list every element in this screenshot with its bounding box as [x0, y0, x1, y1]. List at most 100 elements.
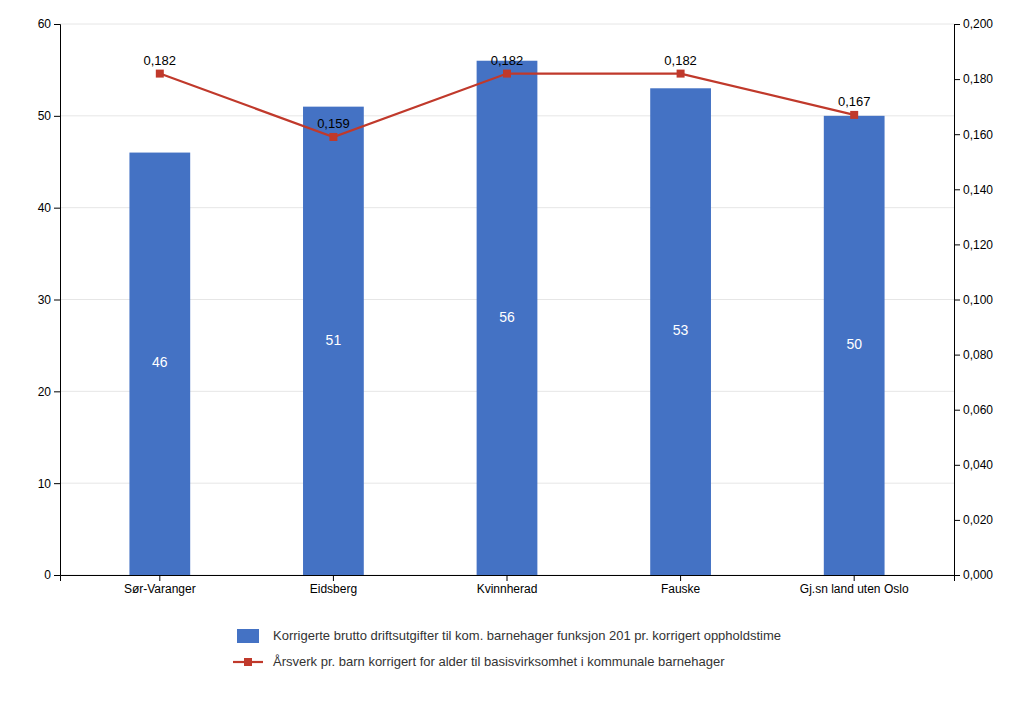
legend-swatch	[237, 629, 259, 643]
tick-label: 0,200	[963, 17, 993, 31]
tick-label: 0,140	[963, 183, 993, 197]
x-axis: Sør-Varanger Eidsberg Kvinnherad Fauske Gj.s…	[61, 575, 955, 596]
marker	[677, 70, 685, 78]
tick-label: 0,080	[963, 348, 993, 362]
chart-svg: Sør-Varanger Eidsberg Kvinnherad Fauske Gj.s…	[0, 0, 1024, 705]
tick: 0,160	[954, 128, 993, 142]
tick: 0,120	[954, 238, 993, 252]
line-label: 0,167	[838, 94, 871, 109]
tick-mark	[954, 134, 960, 135]
tick-mark	[954, 24, 960, 25]
tick-label: 0,040	[963, 458, 993, 472]
tick: Eidsberg	[310, 575, 357, 596]
tick: 0,080	[954, 348, 993, 362]
tick-mark	[954, 520, 960, 521]
legend-item: Årsverk pr. barn korrigert for alder til…	[233, 654, 725, 669]
marker	[329, 133, 337, 141]
tick-mark	[54, 208, 60, 209]
y2-axis: 0,000 0,020 0,040 0,060 0,080 0,100 0,120 0,140…	[954, 17, 993, 582]
marker	[156, 70, 164, 78]
tick-mark	[954, 465, 960, 466]
bar-label: 50	[846, 336, 862, 352]
legend-item: Korrigerte brutto driftsutgifter til kom…	[237, 628, 781, 643]
line-label: 0,182	[664, 53, 697, 68]
tick: Sør-Varanger	[124, 575, 196, 596]
tick-label: 20	[38, 385, 52, 399]
tick-label: 0	[44, 568, 51, 582]
tick-mark	[54, 300, 60, 301]
bar	[477, 61, 538, 575]
legend-label: Korrigerte brutto driftsutgifter til kom…	[273, 628, 781, 643]
tick: 0,060	[954, 403, 993, 417]
line	[160, 74, 854, 137]
tick: Kvinnherad	[477, 575, 538, 596]
legend: Korrigerte brutto driftsutgifter til kom…	[233, 628, 781, 669]
chart-container: Sør-Varanger Eidsberg Kvinnherad Fauske Gj.s…	[0, 0, 1024, 705]
tick: 10	[38, 477, 60, 491]
tick-label: 0,060	[963, 403, 993, 417]
tick-mark	[954, 300, 960, 301]
line-label: 0,182	[491, 53, 524, 68]
axis-line	[955, 25, 961, 576]
marks	[129, 61, 884, 575]
tick-mark	[54, 391, 60, 392]
tick-mark	[954, 189, 960, 190]
tick-label: 0,020	[963, 513, 993, 527]
tick-label: 0,180	[963, 72, 993, 86]
tick-label: 0,120	[963, 238, 993, 252]
tick-mark	[159, 575, 160, 581]
tick-label: 0,100	[963, 293, 993, 307]
legend-marker	[244, 658, 252, 666]
tick: 20	[38, 385, 60, 399]
tick-mark	[954, 244, 960, 245]
tick-mark	[954, 79, 960, 80]
tick: 40	[38, 201, 60, 215]
tick-mark	[680, 575, 681, 581]
tick: 0,140	[954, 183, 993, 197]
tick-mark	[333, 575, 334, 581]
tick-label: Kvinnherad	[477, 582, 538, 596]
tick-label: Fauske	[661, 582, 701, 596]
tick-mark	[954, 575, 960, 576]
tick-label: 0,000	[963, 568, 993, 582]
tick: 0,000	[954, 568, 993, 582]
marker	[503, 70, 511, 78]
tick-mark	[507, 575, 508, 581]
y-axis: 0 10 20 30 40 50 60	[38, 17, 61, 582]
bar-label: 56	[499, 309, 515, 325]
line-label: 0,182	[144, 53, 177, 68]
bar	[650, 88, 711, 575]
tick-label: 40	[38, 201, 52, 215]
axis-line	[61, 576, 955, 582]
tick: Gj.sn land uten Oslo	[800, 575, 909, 596]
tick-mark	[54, 116, 60, 117]
tick-label: 60	[38, 17, 52, 31]
tick: 0	[44, 568, 60, 582]
tick: 0,180	[954, 72, 993, 86]
plot: Sør-Varanger Eidsberg Kvinnherad Fauske Gj.s…	[38, 17, 994, 595]
legend-label: Årsverk pr. barn korrigert for alder til…	[273, 654, 725, 669]
tick: 0,040	[954, 458, 993, 472]
tick-label: 0,160	[963, 128, 993, 142]
marker	[850, 111, 858, 119]
tick: 30	[38, 293, 60, 307]
tick-label: Gj.sn land uten Oslo	[800, 582, 909, 596]
tick-label: Sør-Varanger	[124, 582, 196, 596]
tick: 0,020	[954, 513, 993, 527]
bar	[303, 107, 364, 575]
tick-mark	[54, 575, 60, 576]
bar-label: 51	[326, 332, 342, 348]
tick: Fauske	[661, 575, 701, 596]
tick: 60	[38, 17, 60, 31]
tick-mark	[54, 483, 60, 484]
bar-label: 46	[152, 354, 168, 370]
axis-line	[54, 25, 61, 576]
bar	[824, 116, 885, 575]
tick: 0,200	[954, 17, 993, 31]
tick-mark	[54, 24, 60, 25]
tick-mark	[954, 355, 960, 356]
tick-mark	[854, 575, 855, 581]
tick-label: 50	[38, 109, 52, 123]
bar-label: 53	[673, 322, 689, 338]
tick-label: 10	[38, 477, 52, 491]
